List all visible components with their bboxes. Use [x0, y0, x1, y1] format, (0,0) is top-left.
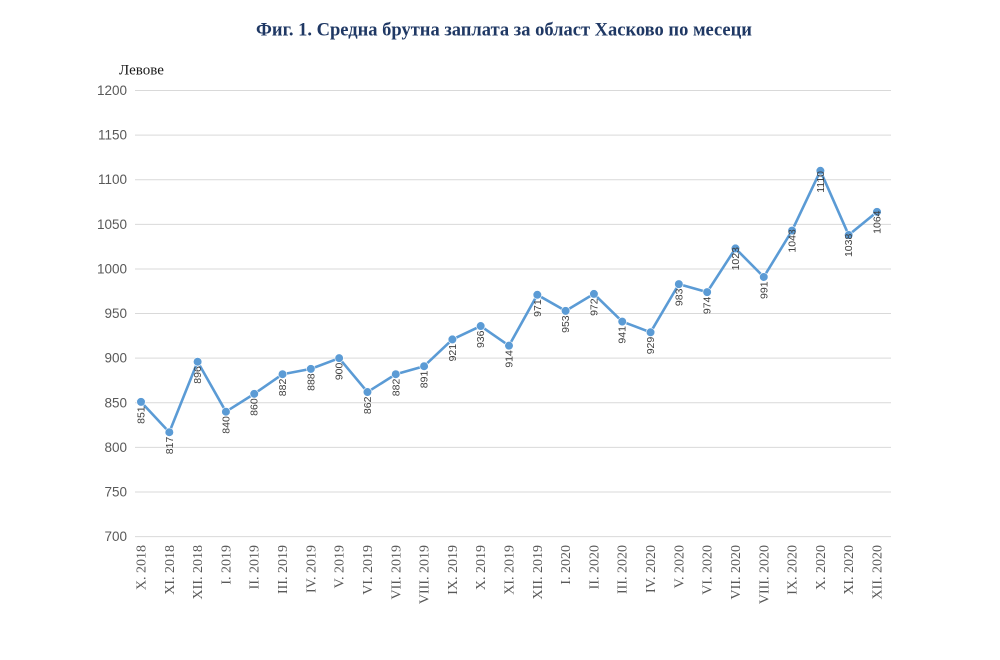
svg-text:XI. 2020: XI. 2020 [842, 545, 857, 595]
svg-text:X. 2018: X. 2018 [135, 545, 150, 590]
svg-text:972: 972 [588, 298, 600, 316]
svg-text:882: 882 [277, 379, 289, 397]
svg-text:991: 991 [758, 281, 770, 299]
svg-text:1050: 1050 [97, 217, 127, 232]
svg-text:XII. 2020: XII. 2020 [871, 545, 886, 599]
svg-text:974: 974 [702, 296, 714, 314]
svg-text:700: 700 [104, 529, 127, 544]
svg-text:888: 888 [305, 373, 317, 391]
svg-text:II. 2019: II. 2019 [248, 545, 263, 589]
svg-text:X. 2020: X. 2020 [814, 545, 829, 590]
svg-text:VI. 2020: VI. 2020 [701, 545, 716, 595]
svg-text:IX. 2019: IX. 2019 [446, 545, 461, 595]
svg-text:XII. 2018: XII. 2018 [191, 545, 206, 599]
svg-text:921: 921 [447, 344, 459, 362]
svg-text:VI. 2019: VI. 2019 [361, 545, 376, 595]
svg-text:IV. 2019: IV. 2019 [304, 545, 319, 593]
svg-text:Левове: Левове [119, 63, 164, 79]
svg-text:941: 941 [617, 326, 629, 344]
svg-text:900: 900 [104, 351, 127, 366]
svg-text:1110: 1110 [815, 171, 827, 193]
svg-text:III. 2020: III. 2020 [616, 545, 631, 594]
svg-text:953: 953 [560, 315, 572, 333]
svg-text:840: 840 [220, 416, 232, 434]
svg-text:860: 860 [249, 398, 261, 416]
svg-text:III. 2019: III. 2019 [276, 545, 291, 594]
svg-text:I. 2020: I. 2020 [559, 545, 574, 585]
svg-text:983: 983 [673, 288, 685, 306]
svg-text:X. 2019: X. 2019 [474, 545, 489, 590]
svg-text:XI. 2018: XI. 2018 [163, 545, 178, 595]
svg-text:851: 851 [136, 406, 148, 424]
svg-text:1023: 1023 [730, 247, 742, 271]
svg-text:1100: 1100 [98, 172, 127, 187]
svg-text:I. 2019: I. 2019 [219, 545, 234, 585]
svg-text:VII. 2019: VII. 2019 [389, 545, 404, 599]
svg-text:850: 850 [104, 395, 127, 410]
svg-text:896: 896 [192, 366, 204, 384]
svg-text:891: 891 [419, 371, 431, 389]
svg-text:1000: 1000 [97, 261, 127, 276]
svg-text:XII. 2019: XII. 2019 [531, 545, 546, 599]
svg-text:Фиг. 1. Средна брутна заплата: Фиг. 1. Средна брутна заплата за област … [256, 21, 752, 41]
svg-text:1200: 1200 [97, 83, 127, 98]
svg-text:V. 2020: V. 2020 [672, 545, 687, 588]
svg-text:950: 950 [104, 306, 127, 321]
svg-text:VIII. 2020: VIII. 2020 [757, 545, 772, 604]
svg-text:1043: 1043 [787, 229, 799, 253]
svg-text:II. 2020: II. 2020 [587, 545, 602, 589]
svg-text:817: 817 [164, 437, 176, 455]
svg-text:VIII. 2019: VIII. 2019 [418, 545, 433, 604]
svg-text:900: 900 [334, 362, 346, 380]
svg-text:914: 914 [504, 350, 516, 368]
svg-text:1064: 1064 [872, 210, 884, 234]
svg-text:VII. 2020: VII. 2020 [729, 545, 744, 599]
svg-text:971: 971 [532, 299, 544, 317]
svg-text:929: 929 [645, 337, 657, 355]
svg-text:750: 750 [104, 484, 127, 499]
svg-text:1038: 1038 [843, 234, 855, 258]
svg-text:882: 882 [390, 379, 402, 397]
svg-text:1150: 1150 [98, 128, 127, 143]
svg-text:800: 800 [104, 440, 127, 455]
svg-text:862: 862 [362, 396, 374, 414]
svg-text:936: 936 [475, 330, 487, 348]
svg-text:IX. 2020: IX. 2020 [786, 545, 801, 595]
svg-text:IV. 2020: IV. 2020 [644, 545, 659, 593]
svg-text:XI. 2019: XI. 2019 [503, 545, 518, 595]
svg-text:V. 2019: V. 2019 [333, 545, 348, 588]
